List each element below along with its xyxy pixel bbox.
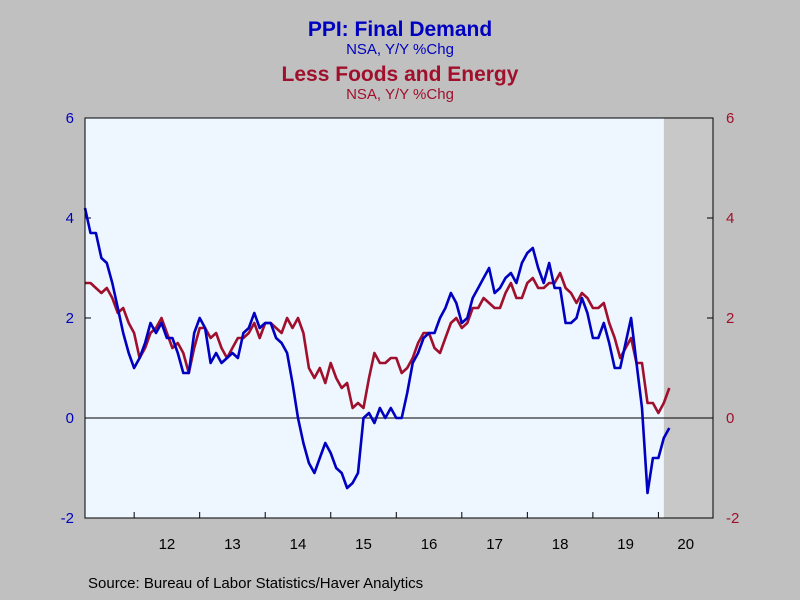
y-left-tick-label: -2 [61,510,74,527]
x-tick-label: 12 [159,536,176,553]
series-less-foods-energy-line [85,271,671,415]
x-tick-label: 20 [677,536,694,553]
y-left-tick-label: 6 [66,110,74,127]
chart-subtitle-2: NSA, Y/Y %Chg [346,86,454,103]
x-tick-label: 16 [421,536,438,553]
x-tick-label: 15 [355,536,372,553]
plot-area [85,118,713,518]
y-left-tick-label: 0 [66,410,74,427]
source-note: Source: Bureau of Labor Statistics/Haver… [88,575,424,592]
y-right-tick-label: 4 [726,210,734,227]
x-tick-label: 17 [486,536,503,553]
plot-frame [84,117,714,519]
y-right-tick-label: -2 [726,510,739,527]
x-tick-label: 18 [552,536,569,553]
x-tick-label: 13 [224,536,241,553]
y-right-tick-label: 6 [726,110,734,127]
series-ppi-final-demand-line [83,207,671,495]
y-right-tick-label: 2 [726,310,734,327]
chart-subtitle: NSA, Y/Y %Chg [346,41,454,58]
y-left-tick-label: 4 [66,210,74,227]
recession-shade [663,118,713,518]
x-tick-label: 14 [290,536,307,553]
chart-title: PPI: Final Demand [307,18,493,41]
x-tick-label: 19 [617,536,634,553]
y-right-tick-label: 0 [726,410,734,427]
chart-title-2: Less Foods and Energy [281,63,519,86]
y-left-tick-label: 2 [66,310,74,327]
